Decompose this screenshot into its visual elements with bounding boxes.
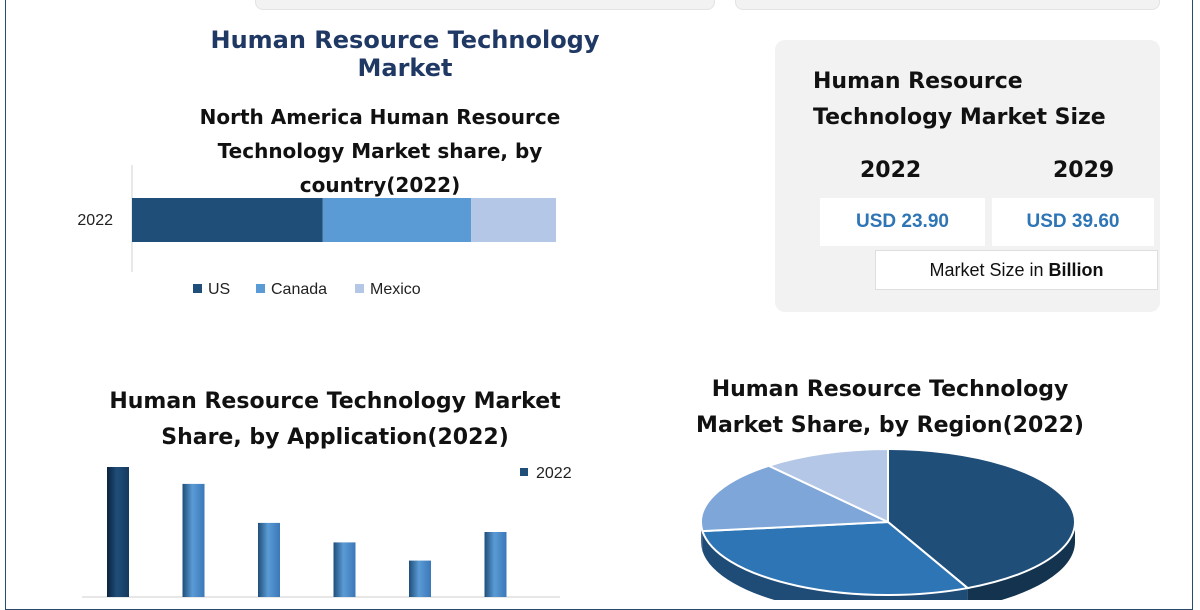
country-chart-title: North America Human Resource Technology …	[160, 100, 600, 202]
application-bar	[333, 542, 356, 597]
country-chart-title-line: North America Human Resource	[199, 105, 561, 129]
year-2022-label: 2022	[860, 158, 922, 183]
pie-slice	[887, 447, 1076, 590]
legend-swatch-us	[193, 284, 202, 293]
application-chart-title-line: Human Resource Technology Market	[109, 389, 561, 414]
value-2029: USD 39.60	[992, 198, 1154, 246]
pie-slice-side	[967, 522, 1075, 600]
application-bar	[258, 522, 280, 597]
stacked-bar-segment-us	[132, 198, 323, 242]
unit-note-prefix: Market Size in	[929, 260, 1049, 280]
region-chart-title-line: Market Share, by Region(2022)	[696, 413, 1084, 438]
legend-swatch-2022	[520, 468, 528, 476]
country-chart-title-line: country(2022)	[299, 173, 461, 197]
legend-label-2022: 2022	[536, 465, 572, 482]
pie-slice	[701, 520, 970, 596]
application-bar	[182, 483, 205, 597]
region-chart-title: Human Resource Technology Market Share, …	[680, 372, 1100, 444]
market-size-card: Human Resource Technology Market Size 20…	[775, 40, 1160, 312]
stacked-bar-segment-canada	[322, 198, 472, 242]
pie-slice	[700, 464, 889, 533]
legend-swatch-mexico	[355, 284, 364, 293]
legend-label-mexico: Mexico	[370, 281, 421, 298]
application-chart-title: Human Resource Technology Market Share, …	[90, 384, 580, 456]
unit-note-bold: Billion	[1048, 260, 1104, 280]
value-2022: USD 23.90	[820, 198, 985, 246]
country-chart-title-line: Technology Market share, by	[217, 139, 543, 163]
application-chart-title-line: Share, by Application(2022)	[161, 425, 509, 450]
unit-note: Market Size in Billion	[875, 250, 1158, 290]
market-size-title: Human Resource Technology Market Size	[813, 69, 1106, 130]
legend-swatch-canada	[256, 284, 265, 293]
pie-slice	[766, 447, 889, 524]
pie-slice-side	[702, 531, 968, 600]
stacked-bar-segment-mexico	[471, 198, 556, 242]
page-title: Human Resource Technology Market	[210, 26, 600, 82]
application-bar	[409, 560, 431, 597]
region-chart-title-line: Human Resource Technology	[711, 377, 1069, 402]
legend-label-canada: Canada	[271, 281, 327, 298]
year-2029-label: 2029	[1053, 158, 1115, 183]
application-bar	[107, 467, 129, 597]
legend-label-us: US	[208, 281, 230, 298]
application-bar	[484, 532, 507, 597]
category-label: 2022	[77, 212, 113, 229]
